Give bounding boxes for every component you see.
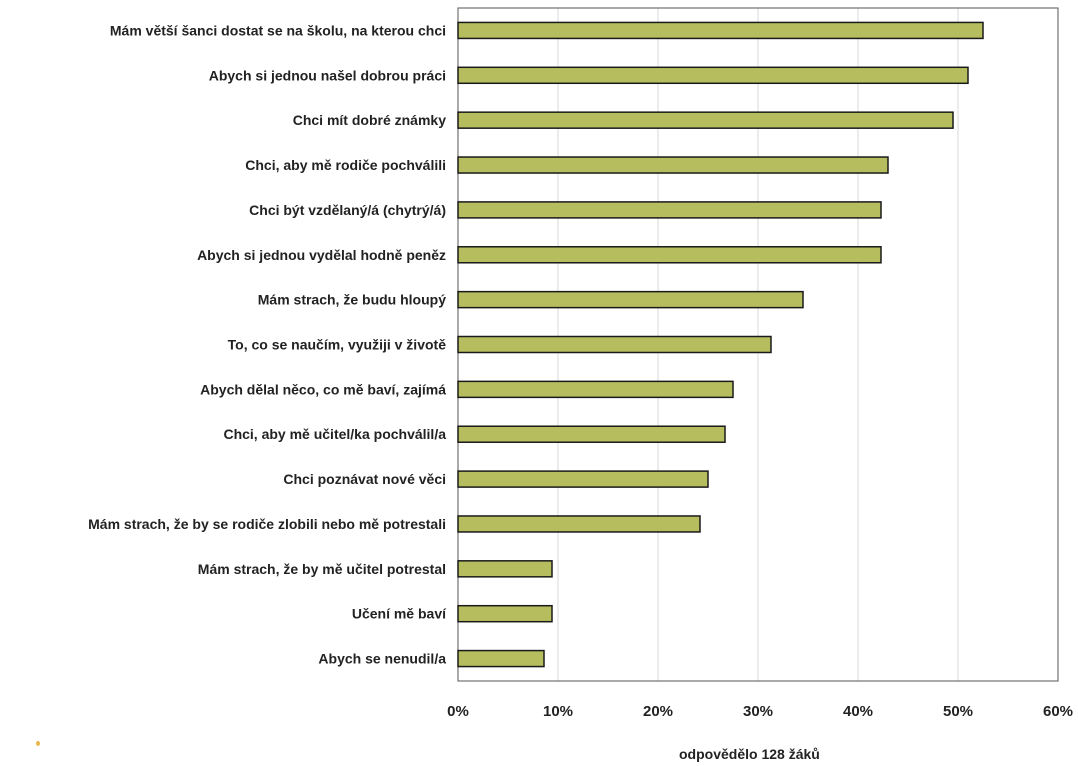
bar bbox=[457, 470, 709, 488]
category-label: Chci mít dobré známky bbox=[293, 112, 446, 128]
category-label: Mám strach, že budu hloupý bbox=[258, 292, 446, 308]
category-label: Chci poznávat nové věci bbox=[283, 471, 446, 487]
category-label: Abych si jednou vydělal hodně peněz bbox=[197, 247, 446, 263]
x-tick-label: 30% bbox=[743, 703, 773, 720]
bar bbox=[457, 335, 772, 354]
x-tick-label: 60% bbox=[1043, 703, 1073, 720]
bar bbox=[457, 156, 889, 174]
category-label: Chci, aby mě rodiče pochválili bbox=[245, 157, 446, 173]
category-labels: Mám větší šanci dostat se na školu, na k… bbox=[88, 22, 447, 666]
bar bbox=[457, 111, 954, 129]
x-tick-label: 40% bbox=[843, 703, 873, 720]
decorative-dot bbox=[36, 741, 40, 746]
category-label: Chci, aby mě učitel/ka pochválil/a bbox=[223, 426, 446, 442]
bar bbox=[457, 560, 553, 578]
category-label: Abych dělal něco, co mě baví, zajímá bbox=[200, 381, 446, 397]
category-label: To, co se naučím, využiji v životě bbox=[228, 337, 447, 353]
bar bbox=[457, 246, 882, 264]
category-label: Abych si jednou našel dobrou práci bbox=[209, 67, 446, 83]
bar bbox=[457, 201, 882, 219]
category-label: Učení mě baví bbox=[352, 606, 447, 622]
bar bbox=[457, 425, 726, 443]
x-tick-label: 50% bbox=[943, 703, 973, 720]
bar bbox=[457, 380, 734, 399]
bar bbox=[457, 604, 553, 623]
bar bbox=[457, 21, 984, 40]
category-label: Chci být vzdělaný/á (chytrý/á) bbox=[249, 202, 446, 218]
category-label: Mám strach, že by mě učitel potrestal bbox=[198, 561, 446, 577]
bar bbox=[457, 66, 969, 85]
bars bbox=[457, 21, 984, 668]
respondents-note: odpovědělo 128 žáků bbox=[679, 746, 820, 762]
x-tick-label: 10% bbox=[543, 703, 573, 720]
x-tick-label: 20% bbox=[643, 703, 673, 720]
bar bbox=[457, 515, 701, 533]
category-label: Abych se nenudil/a bbox=[318, 651, 446, 667]
category-label: Mám větší šanci dostat se na školu, na k… bbox=[110, 22, 446, 38]
x-tick-label: 0% bbox=[447, 703, 469, 720]
bar bbox=[457, 290, 804, 309]
bar bbox=[457, 649, 545, 668]
x-tick-labels: 0% 10% 20% 30% 40% 50% 60% bbox=[447, 703, 1073, 720]
category-label: Mám strach, že by se rodiče zlobili nebo… bbox=[88, 516, 446, 532]
